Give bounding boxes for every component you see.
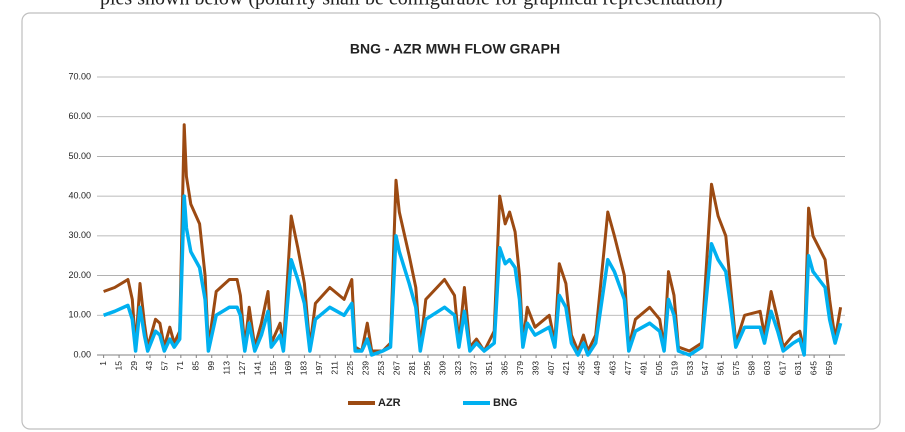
chart-title: BNG - AZR MWH FLOW GRAPH (350, 41, 560, 57)
y-tick-label: 10.00 (68, 310, 91, 320)
x-tick-label: 183 (299, 361, 309, 375)
y-tick-label: 20.00 (68, 270, 91, 280)
x-tick-label: 155 (268, 361, 278, 375)
y-tick-label: 40.00 (68, 191, 91, 201)
x-tick-label: 533 (685, 361, 695, 375)
x-tick-label: 43 (144, 361, 154, 371)
x-tick-label: 407 (546, 361, 556, 375)
x-tick-label: 113 (221, 361, 231, 375)
y-tick-label: 70.00 (68, 71, 91, 81)
x-tick-label: 29 (129, 361, 139, 371)
x-tick-label: 169 (283, 361, 293, 375)
x-tick-label: 617 (777, 361, 787, 375)
x-tick-label: 603 (762, 361, 772, 375)
x-tick-label: 281 (407, 361, 417, 375)
x-tick-label: 351 (484, 361, 494, 375)
x-tick-label: 225 (345, 361, 355, 375)
x-tick-label: 561 (716, 361, 726, 375)
x-tick-label: 323 (453, 361, 463, 375)
series-line (103, 194, 843, 357)
x-tick-label: 645 (808, 361, 818, 375)
x-tick-label: 365 (499, 361, 509, 375)
x-tick-label: 197 (314, 361, 324, 375)
y-tick-label: 50.00 (68, 151, 91, 161)
x-tick-label: 15 (113, 361, 123, 371)
x-tick-label: 463 (608, 361, 618, 375)
x-tick-label: 337 (469, 361, 479, 375)
x-tick-label: 631 (793, 361, 803, 375)
x-tick-label: 505 (654, 361, 664, 375)
y-tick-label: 60.00 (68, 111, 91, 121)
series-line (103, 123, 843, 353)
x-tick-label: 127 (237, 361, 247, 375)
x-tick-label: 547 (700, 361, 710, 375)
x-tick-label: 211 (330, 361, 340, 375)
x-tick-label: 659 (824, 361, 834, 375)
x-tick-label: 519 (669, 361, 679, 375)
x-tick-label: 449 (592, 361, 602, 375)
x-tick-label: 1 (98, 361, 108, 366)
x-tick-label: 393 (530, 361, 540, 375)
x-tick-label: 589 (747, 361, 757, 375)
x-tick-label: 141 (252, 361, 262, 375)
x-tick-label: 57 (160, 361, 170, 371)
x-tick-label: 71 (175, 361, 185, 371)
legend-label: BNG (493, 397, 517, 409)
x-tick-label: 295 (422, 361, 432, 375)
x-tick-label: 379 (515, 361, 525, 375)
x-tick-label: 99 (206, 361, 216, 371)
x-tick-label: 421 (561, 361, 571, 375)
x-tick-label: 491 (638, 361, 648, 375)
x-tick-label: 477 (623, 361, 633, 375)
x-tick-label: 309 (438, 361, 448, 375)
y-tick-label: 30.00 (68, 230, 91, 240)
x-tick-label: 435 (577, 361, 587, 375)
x-tick-label: 267 (391, 361, 401, 375)
legend-label: AZR (378, 397, 401, 409)
x-tick-label: 575 (731, 361, 741, 375)
y-tick-label: 0.00 (73, 349, 91, 359)
x-tick-label: 253 (376, 361, 386, 375)
document-text: ples shown below (polarity shall be conf… (100, 0, 723, 10)
x-tick-label: 85 (191, 361, 201, 371)
x-tick-label: 239 (360, 361, 370, 375)
